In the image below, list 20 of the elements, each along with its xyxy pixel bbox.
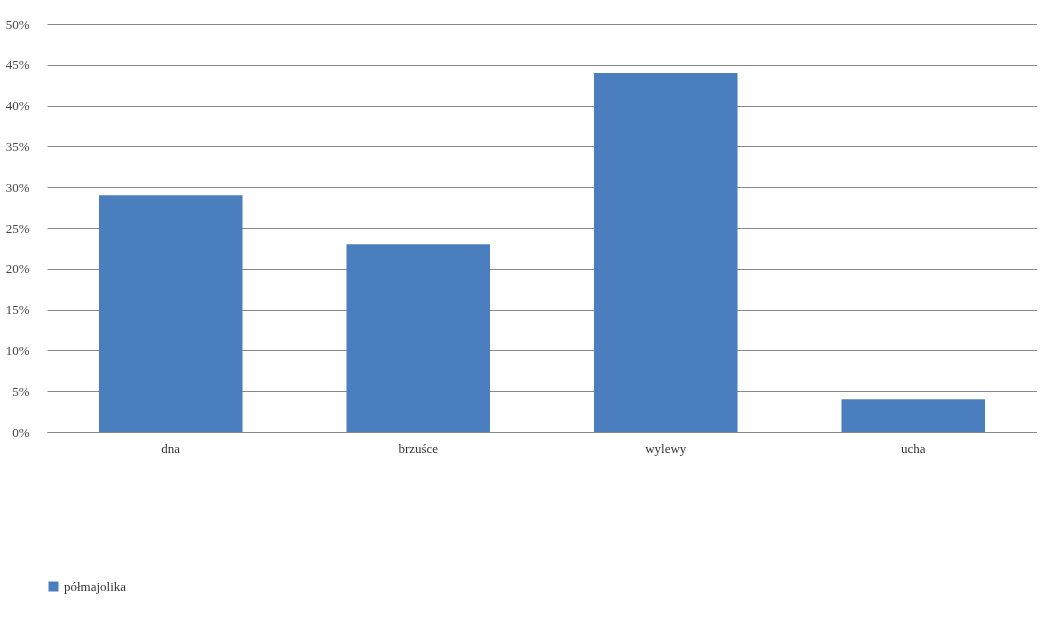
x-tick-label: dna [161, 440, 181, 456]
y-tick-label: 20% [5, 261, 30, 277]
x-tick-label: ucha [900, 440, 926, 456]
bar [98, 195, 243, 432]
y-tick-label: 15% [5, 302, 30, 318]
y-tick-label: 40% [5, 98, 30, 114]
y-tick-label: 0% [12, 424, 30, 440]
y-tick-label: 10% [5, 342, 30, 358]
y-tick-label: 25% [5, 220, 30, 236]
x-tick-label: wylewy [645, 440, 687, 456]
bar [841, 399, 986, 432]
y-tick-label: 45% [5, 57, 30, 73]
x-tick-label: brzuśce [398, 440, 439, 456]
bar [593, 72, 738, 432]
bar [346, 244, 491, 432]
legend-label: półmajolika [64, 578, 127, 594]
y-tick-label: 30% [5, 179, 30, 195]
y-tick-label: 35% [5, 138, 30, 154]
y-tick-label: 50% [5, 16, 30, 32]
y-tick-label: 5% [12, 383, 30, 399]
